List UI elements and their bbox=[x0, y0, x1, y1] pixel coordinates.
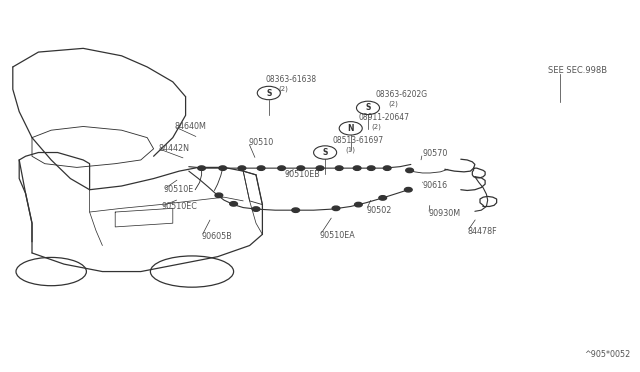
Text: 90605B: 90605B bbox=[202, 232, 232, 241]
Circle shape bbox=[257, 166, 265, 170]
Circle shape bbox=[355, 202, 362, 207]
Circle shape bbox=[297, 166, 305, 170]
Circle shape bbox=[379, 196, 387, 200]
Circle shape bbox=[252, 207, 260, 211]
Circle shape bbox=[367, 166, 375, 170]
Text: 90510E: 90510E bbox=[163, 185, 193, 194]
Text: 90616: 90616 bbox=[422, 181, 447, 190]
Text: 08363-61638: 08363-61638 bbox=[266, 75, 317, 84]
Text: 08911-20647: 08911-20647 bbox=[358, 113, 410, 122]
Circle shape bbox=[215, 193, 223, 198]
Text: N: N bbox=[348, 124, 354, 133]
Circle shape bbox=[332, 206, 340, 211]
Text: 90510EA: 90510EA bbox=[320, 231, 356, 240]
Circle shape bbox=[198, 166, 205, 170]
Text: 90570: 90570 bbox=[422, 149, 448, 158]
Text: S: S bbox=[365, 103, 371, 112]
Circle shape bbox=[335, 166, 343, 170]
Circle shape bbox=[316, 166, 324, 170]
Text: 08513-61697: 08513-61697 bbox=[333, 136, 384, 145]
Text: S: S bbox=[266, 89, 271, 97]
Circle shape bbox=[404, 187, 412, 192]
Circle shape bbox=[383, 166, 391, 170]
Circle shape bbox=[219, 166, 227, 170]
Text: 84442N: 84442N bbox=[159, 144, 189, 153]
Circle shape bbox=[278, 166, 285, 170]
Circle shape bbox=[292, 208, 300, 212]
Text: 90502: 90502 bbox=[366, 206, 392, 215]
Circle shape bbox=[406, 168, 413, 173]
Text: 90510: 90510 bbox=[248, 138, 273, 147]
Text: 90510EB: 90510EB bbox=[285, 170, 321, 179]
Text: S: S bbox=[323, 148, 328, 157]
Circle shape bbox=[238, 166, 246, 170]
Text: 90510EC: 90510EC bbox=[161, 202, 197, 211]
Circle shape bbox=[230, 202, 237, 206]
Text: ^905*0052: ^905*0052 bbox=[584, 350, 630, 359]
Text: (1): (1) bbox=[346, 147, 356, 153]
Text: 90930M: 90930M bbox=[429, 209, 461, 218]
Circle shape bbox=[353, 166, 361, 170]
Text: 08363-6202G: 08363-6202G bbox=[376, 90, 428, 99]
Text: 84478F: 84478F bbox=[467, 227, 497, 236]
Text: 84640M: 84640M bbox=[174, 122, 206, 131]
Text: (2): (2) bbox=[371, 124, 381, 130]
Text: (2): (2) bbox=[278, 86, 288, 92]
Text: (2): (2) bbox=[388, 100, 398, 107]
Text: SEE SEC.998B: SEE SEC.998B bbox=[548, 66, 607, 75]
